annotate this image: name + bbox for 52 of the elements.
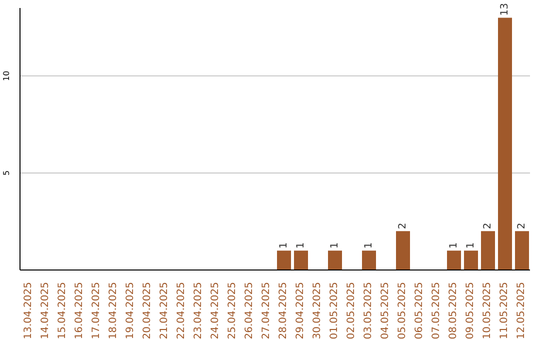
- x-tick-label: 06.05.2025: [414, 282, 425, 340]
- y-tick-label: 5: [2, 170, 11, 176]
- data-label: 2: [482, 222, 494, 230]
- data-label: 1: [278, 242, 290, 249]
- x-tick-label: 28.04.2025: [278, 282, 289, 340]
- data-label: 1: [296, 242, 306, 249]
- x-tick-label: 03.05.2025: [363, 282, 374, 340]
- data-label: 2: [398, 222, 408, 230]
- bar: [328, 250, 342, 270]
- x-tick-label: 09.05.2025: [465, 282, 476, 340]
- bar: [515, 231, 529, 270]
- bar: [277, 250, 291, 270]
- x-tick-label: 30.04.2025: [312, 282, 323, 340]
- y-tick-label: 10: [2, 70, 11, 82]
- data-label: 1: [364, 242, 374, 249]
- x-tick-label: 07.05.2025: [431, 282, 442, 340]
- x-tick-label: 11.05.2025: [499, 282, 510, 340]
- data-label: 1: [330, 242, 340, 249]
- x-tick-label: 16.04.2025: [74, 282, 85, 340]
- x-tick-label: 01.05.2025: [329, 282, 340, 340]
- x-tick-label: 26.04.2025: [244, 282, 255, 340]
- bar: [498, 18, 512, 270]
- x-tick-label: 15.04.2025: [57, 282, 68, 340]
- bar: [396, 231, 410, 270]
- x-tick-label: 05.05.2025: [397, 282, 408, 340]
- bar: [294, 250, 308, 270]
- bar: [362, 250, 376, 270]
- x-tick-label: 27.04.2025: [261, 282, 272, 340]
- x-tick-label: 18.04.2025: [108, 282, 119, 340]
- x-tick-label: 22.04.2025: [176, 282, 187, 340]
- x-tick-label: 12.05.2025: [516, 282, 527, 340]
- x-tick-label: 04.05.2025: [380, 282, 391, 340]
- data-label: 1: [448, 242, 460, 249]
- bar: [447, 250, 461, 270]
- bar: [481, 231, 495, 270]
- bar: [464, 250, 478, 270]
- x-tick-label: 13.04.2025: [23, 282, 34, 340]
- x-tick-label: 08.05.2025: [448, 282, 459, 340]
- x-tick-label: 23.04.2025: [193, 282, 204, 340]
- data-label: 2: [516, 222, 528, 230]
- x-tick-label: 25.04.2025: [227, 282, 238, 340]
- x-tick-label: 02.05.2025: [346, 282, 357, 340]
- data-label: 1: [466, 242, 476, 249]
- data-label: 13: [500, 2, 510, 16]
- x-tick-label: 24.04.2025: [210, 282, 221, 340]
- x-tick-label: 19.04.2025: [125, 282, 136, 340]
- x-tick-label: 14.04.2025: [40, 282, 51, 340]
- x-tick-label: 21.04.2025: [159, 282, 170, 340]
- x-tick-label: 17.04.2025: [91, 282, 102, 340]
- x-tick-label: 10.05.2025: [482, 282, 493, 340]
- x-tick-label: 20.04.2025: [142, 282, 153, 340]
- x-tick-label: 29.04.2025: [295, 282, 306, 340]
